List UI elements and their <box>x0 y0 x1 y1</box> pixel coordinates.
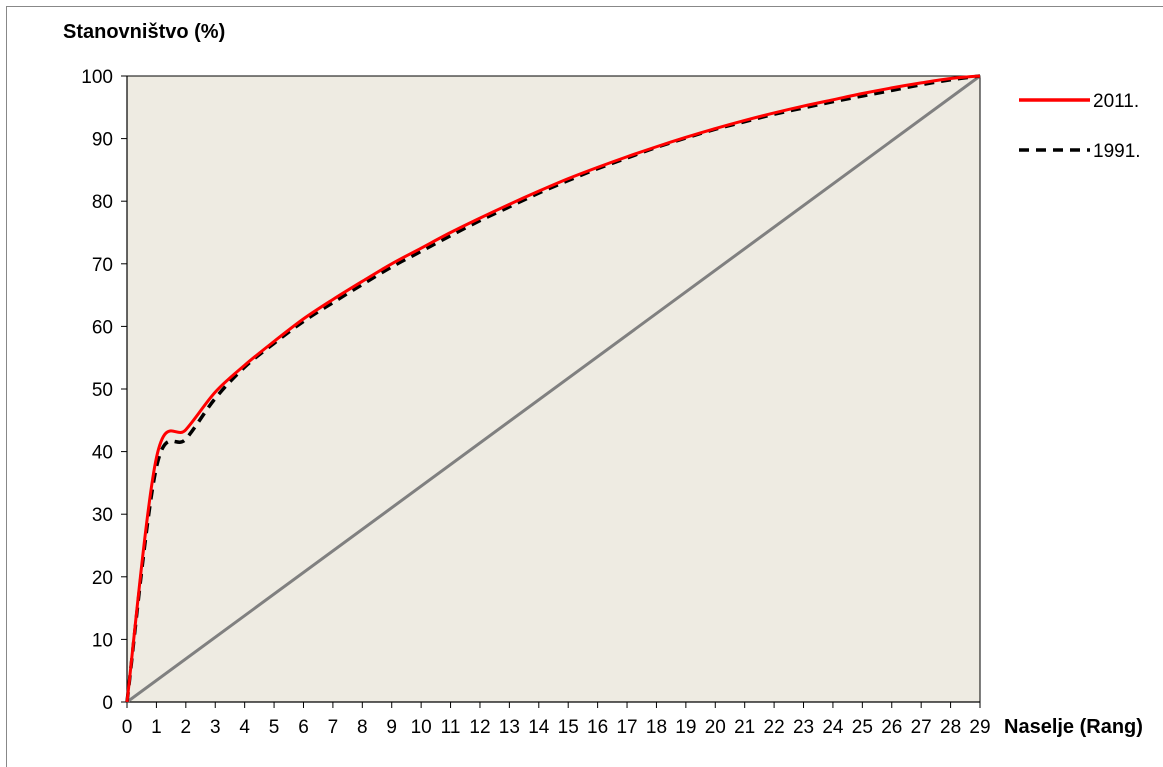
x-tick-label: 10 <box>411 717 432 738</box>
x-tick-label: 1 <box>151 717 162 738</box>
legend-label: 2011. <box>1093 91 1139 112</box>
x-tick-label: 29 <box>969 717 990 738</box>
y-tick-label: 0 <box>102 693 113 714</box>
x-tick-label: 23 <box>793 717 814 738</box>
y-tick-label: 100 <box>81 67 113 88</box>
x-tick-label: 19 <box>675 717 696 738</box>
y-tick-label: 80 <box>92 192 113 213</box>
x-tick-label: 2 <box>181 717 192 738</box>
x-axis-title: Naselje (Rang) <box>1004 716 1143 738</box>
x-tick-label: 4 <box>239 717 250 738</box>
x-tick-label: 20 <box>705 717 726 738</box>
x-tick-label: 16 <box>587 717 608 738</box>
y-tick-label: 30 <box>92 505 113 526</box>
x-tick-label: 21 <box>734 717 755 738</box>
series-line-2011 <box>125 74 981 703</box>
y-axis-title: Stanovništvo (%) <box>63 21 225 43</box>
series-layer <box>125 74 981 704</box>
y-tick-label: 50 <box>92 380 113 401</box>
x-tick-label: 25 <box>852 717 873 738</box>
y-tick-label: 10 <box>92 630 113 651</box>
y-tick-label: 20 <box>92 568 113 589</box>
x-tick-label: 13 <box>499 717 520 738</box>
chart-outer-border <box>6 6 1163 767</box>
series-line-equality <box>126 74 981 704</box>
x-tick-label: 11 <box>441 717 461 738</box>
x-tick-label: 7 <box>328 717 339 738</box>
y-tick-label: 90 <box>92 130 113 151</box>
x-tick-label: 8 <box>357 717 368 738</box>
x-tick-label: 6 <box>298 717 309 738</box>
x-tick-label: 26 <box>881 717 902 738</box>
x-tick-label: 5 <box>269 717 280 738</box>
legend: 2011. 1991. <box>1019 91 1141 162</box>
x-tick-label: 12 <box>469 717 490 738</box>
y-tick-label: 60 <box>92 317 113 338</box>
legend-label: 1991. <box>1093 141 1141 162</box>
x-tick-label: 0 <box>122 717 133 738</box>
x-tick-label: 14 <box>528 717 550 738</box>
x-tick-label: 9 <box>386 717 397 738</box>
y-tick-label: 70 <box>92 255 113 276</box>
x-tick-label: 22 <box>764 717 785 738</box>
x-tick-label: 17 <box>616 717 637 738</box>
x-tick-label: 27 <box>911 717 932 738</box>
x-tick-label: 3 <box>210 717 221 738</box>
y-tick-label: 40 <box>92 443 113 464</box>
x-tick-label: 24 <box>822 717 844 738</box>
x-tick-label: 28 <box>940 717 961 738</box>
x-tick-label: 15 <box>558 717 579 738</box>
x-tick-label: 18 <box>646 717 667 738</box>
